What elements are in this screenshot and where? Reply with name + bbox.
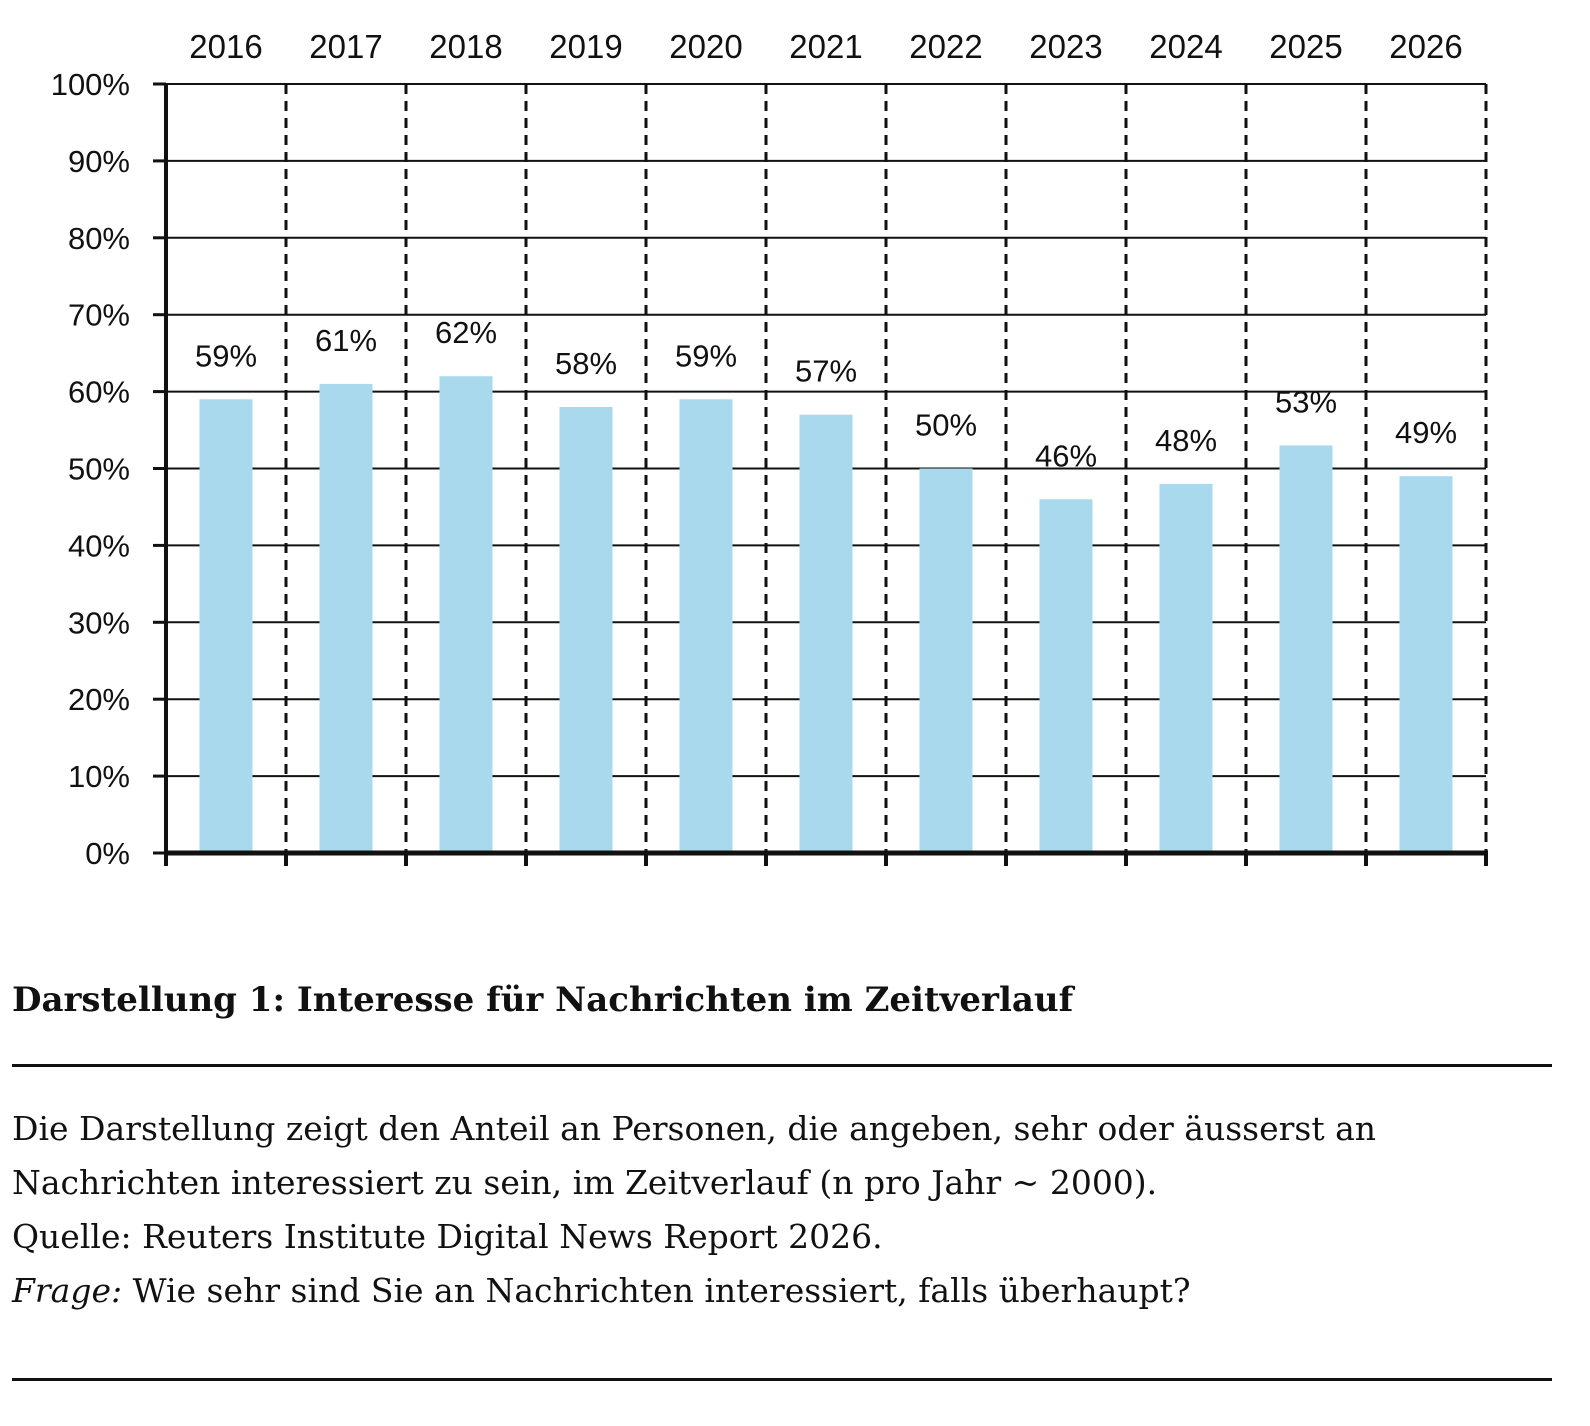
value-label: 49% bbox=[1395, 415, 1457, 450]
y-tick-label: 90% bbox=[68, 144, 130, 179]
value-label: 53% bbox=[1275, 384, 1337, 419]
year-label: 2025 bbox=[1269, 28, 1342, 65]
question-text: Wie sehr sind Sie an Nachrichten interes… bbox=[122, 1271, 1191, 1310]
year-label: 2022 bbox=[909, 28, 982, 65]
bar bbox=[559, 406, 613, 853]
year-label: 2026 bbox=[1389, 28, 1462, 65]
bar bbox=[919, 468, 973, 853]
bar bbox=[679, 399, 733, 853]
year-label: 2019 bbox=[549, 28, 622, 65]
y-tick-label: 0% bbox=[85, 836, 130, 871]
y-tick-label: 70% bbox=[68, 298, 130, 333]
year-label: 2021 bbox=[789, 28, 862, 65]
bar bbox=[1279, 445, 1333, 853]
y-tick-labels: 0% 10% 20% 30% 40% 50% 60% 70% 80% 90% 100% bbox=[51, 67, 130, 871]
bar bbox=[1159, 483, 1213, 853]
caption-source: Quelle: Reuters Institute Digital News R… bbox=[12, 1217, 883, 1256]
figure-caption: Die Darstellung zeigt den Anteil an Pers… bbox=[12, 1102, 1582, 1318]
year-label: 2018 bbox=[429, 28, 502, 65]
bar bbox=[1039, 499, 1093, 853]
value-label: 48% bbox=[1155, 423, 1217, 458]
vertical-gridlines bbox=[284, 84, 1488, 853]
bars bbox=[199, 376, 1453, 853]
y-tick-label: 50% bbox=[68, 452, 130, 487]
value-label: 58% bbox=[555, 346, 617, 381]
axes bbox=[153, 82, 1488, 866]
value-label: 59% bbox=[195, 338, 257, 373]
year-label: 2017 bbox=[309, 28, 382, 65]
caption-line-1: Die Darstellung zeigt den Anteil an Pers… bbox=[12, 1109, 1377, 1148]
bar bbox=[439, 376, 493, 853]
question-label: Frage: bbox=[12, 1271, 123, 1310]
bar bbox=[199, 399, 253, 853]
y-tick-label: 100% bbox=[51, 67, 130, 102]
y-tick-label: 10% bbox=[68, 759, 130, 794]
y-tick-label: 30% bbox=[68, 605, 130, 640]
value-label: 61% bbox=[315, 323, 377, 358]
caption-question: Frage: Wie sehr sind Sie an Nachrichten … bbox=[12, 1264, 1582, 1318]
year-label: 2016 bbox=[189, 28, 262, 65]
divider-top bbox=[12, 1064, 1552, 1067]
divider-bottom bbox=[12, 1378, 1552, 1381]
year-label: 2023 bbox=[1029, 28, 1102, 65]
bar bbox=[799, 414, 853, 853]
value-label: 59% bbox=[675, 338, 737, 373]
value-label: 57% bbox=[795, 354, 857, 389]
bar-chart: 0%10%20%30%40%50%60%70%80%90%100% 2016 20… bbox=[51, 28, 1488, 871]
year-label: 2020 bbox=[669, 28, 742, 65]
year-label: 2024 bbox=[1149, 28, 1222, 65]
bar bbox=[1399, 476, 1453, 853]
bar bbox=[319, 383, 373, 853]
y-tick-label: 80% bbox=[68, 221, 130, 256]
value-label: 46% bbox=[1035, 438, 1097, 473]
year-labels: 2016 2017 2018 2019 2020 2021 2022 2023 2024 2025… bbox=[189, 28, 1462, 65]
y-tick-label: 20% bbox=[68, 682, 130, 717]
value-label: 50% bbox=[915, 408, 977, 443]
y-tick-label: 40% bbox=[68, 528, 130, 563]
value-labels: 59% 61% 62% 58% 59% 57% 50% 46% 48% 53% 49% bbox=[195, 315, 1457, 473]
value-label: 62% bbox=[435, 315, 497, 350]
figure-title: Darstellung 1: Interesse für Nachrichten… bbox=[12, 980, 1074, 1020]
y-tick-label: 60% bbox=[68, 375, 130, 410]
caption-line-2: Nachrichten interessiert zu sein, im Zei… bbox=[12, 1163, 1158, 1202]
